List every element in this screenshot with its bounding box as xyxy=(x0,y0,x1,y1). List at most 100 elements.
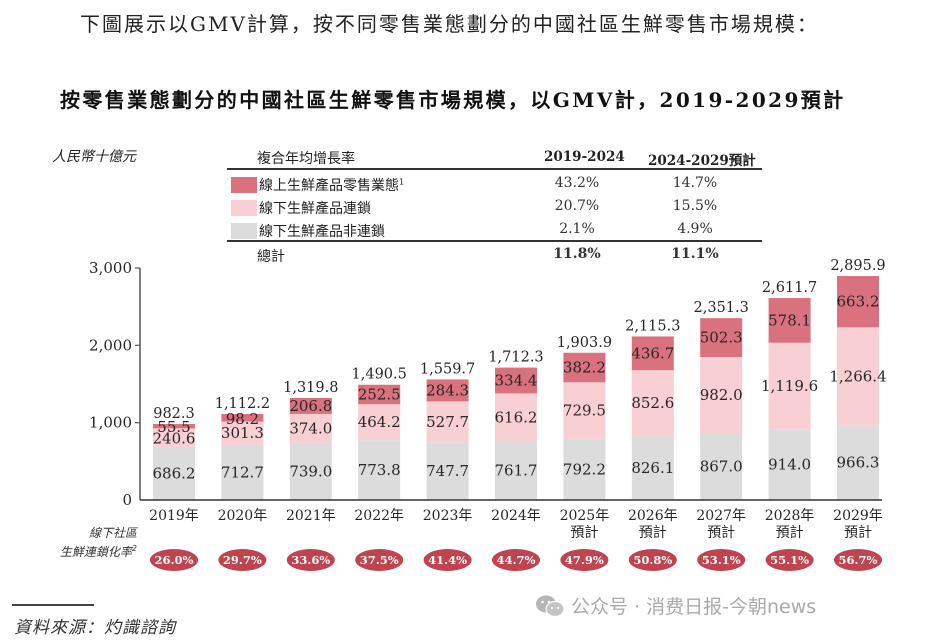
watermark-text: 公众号 · 消费日报-今朝news xyxy=(571,596,817,618)
bar-stack: 739.0 374.0 206.81,319.8 xyxy=(283,380,338,500)
bar-value-label: 729.5 xyxy=(563,402,606,420)
x-tick-label: 2025年 xyxy=(560,508,610,524)
bar-value-label: 686.2 xyxy=(153,464,196,482)
bar-segment-online xyxy=(700,318,743,358)
chain-rate-badge: 47.9% xyxy=(560,549,609,571)
bar-value-label: 55.5 xyxy=(157,418,190,436)
x-tick-sublabel: 預計 xyxy=(844,525,872,541)
bar-segment-offline-chain xyxy=(358,404,401,441)
chain-rate-value: 50.8% xyxy=(633,553,672,567)
bar-segment-online xyxy=(837,276,879,328)
chain-rate-badge: 29.7% xyxy=(218,549,267,571)
chain-rate-value: 29.7% xyxy=(223,553,262,567)
bar-stack: 773.8 464.2 252.5 1,490.5 xyxy=(352,367,407,500)
bar-stack: 867.0 982.0 502.3 2,351.3 xyxy=(694,300,749,500)
chain-rate-value: 33.6% xyxy=(291,553,330,567)
chain-rate-value: 47.9% xyxy=(565,553,604,567)
bar-total-label: 2,115.3 xyxy=(625,318,680,334)
chain-rate-caption-line2: 生鮮連鎖化率2 xyxy=(52,541,137,560)
cagr-header: 複合年均增長率 xyxy=(257,151,355,167)
bar-value-label: 761.7 xyxy=(495,462,538,480)
bar-value-label: 578.1 xyxy=(768,311,811,329)
legend-rule-top xyxy=(227,168,762,170)
bar-total-label: 2,611.7 xyxy=(762,280,817,296)
bar-segment-offline-chain xyxy=(631,370,674,437)
bar-total-label: 1,903.9 xyxy=(557,335,612,351)
watermark: 公众号 · 消费日报-今朝news xyxy=(535,592,816,619)
bar-total-label: 982.3 xyxy=(153,406,195,422)
x-tick-sublabel: 預計 xyxy=(639,525,667,541)
x-tick-label: 2026年 xyxy=(628,508,678,524)
chart-title: 按零售業態劃分的中國社區生鮮零售市場規模，以GMV計，2019-2029預計 xyxy=(60,88,846,112)
bar-segment-online xyxy=(358,384,401,405)
bar-segment-offline-chain xyxy=(221,421,264,445)
bar-value-label: 98.2 xyxy=(226,410,259,428)
bar-segment-offline-nonchain xyxy=(563,438,606,500)
bar-segment-offline-nonchain xyxy=(495,441,537,500)
legend-rule-bottom xyxy=(227,240,762,242)
bar-value-label: 240.6 xyxy=(153,430,196,448)
bar-segment-offline-chain xyxy=(768,342,811,430)
bar-total-label: 2,351.3 xyxy=(694,300,749,316)
chain-rate-badge: 44.7% xyxy=(492,549,540,571)
chain-rate-badge: 50.8% xyxy=(628,549,677,571)
bar-value-label: 1,119.6 xyxy=(761,377,818,395)
bar-segment-offline-nonchain xyxy=(289,442,332,500)
chain-rate-badge: 41.4% xyxy=(423,549,472,571)
x-tick-label: 2021年 xyxy=(286,508,336,524)
bar-stack: 914.0 1,119.6 578.1 2,611.7 xyxy=(761,280,818,500)
chain-rate-badge-shape xyxy=(765,549,814,571)
bar-value-label: 502.3 xyxy=(700,329,743,347)
wechat-icon xyxy=(536,595,565,617)
legend-label: 線下生鮮產品非連鎖 xyxy=(259,224,385,240)
bar-total-label: 1,319.8 xyxy=(283,380,338,396)
chain-rate-value: 55.1% xyxy=(770,553,809,567)
bar-value-label: 284.3 xyxy=(426,381,469,399)
cagr-value: 14.7% xyxy=(672,175,718,191)
x-tick-sublabel: 預計 xyxy=(776,525,804,541)
x-tick-label: 2019年 xyxy=(149,508,199,524)
bar-value-label: 867.0 xyxy=(700,457,743,475)
bar-segment-offline-chain xyxy=(153,428,195,447)
cagr-total-value: 11.8% xyxy=(553,246,601,262)
bar-segment-offline-chain xyxy=(495,393,537,442)
chain-rate-badge-shape xyxy=(150,549,198,571)
chain-rate-badge-shape xyxy=(628,549,677,571)
bar-stack: 792.2 729.5 382.2 1,903.9 xyxy=(557,335,612,500)
chain-rate-value: 53.1% xyxy=(702,553,741,567)
bar-total-label: 1,559.7 xyxy=(420,361,475,377)
bar-stack: 826.1 852.6 436.7 2,115.3 xyxy=(625,318,680,500)
total-label: 總計 xyxy=(257,249,285,265)
chain-rate-badge-shape xyxy=(218,549,267,571)
bar-value-label: 301.3 xyxy=(221,424,264,442)
chain-rate-badge-shape xyxy=(834,549,882,571)
y-tick-label: 2,000 xyxy=(89,336,132,354)
bar-total-label: 1,490.5 xyxy=(352,367,407,383)
legend-label-text: 線上生鮮產品零售業態 xyxy=(259,178,399,194)
chain-rate-caption-text: 生鮮連鎖化率 xyxy=(59,545,132,559)
bar-value-label: 464.2 xyxy=(358,413,401,431)
bar-segment-offline-nonchain xyxy=(837,425,879,500)
bar-value-label: 436.7 xyxy=(631,344,674,362)
bar-stack: 747.7 527.7 284.3 1,559.7 xyxy=(420,361,475,500)
bar-segment-online xyxy=(289,397,332,414)
x-tick-sublabel: 預計 xyxy=(570,525,598,541)
bar-segment-offline-nonchain xyxy=(221,444,264,500)
cagr-value: 2.1% xyxy=(559,221,595,237)
cagr-column-header: 2024-2029預計 xyxy=(648,153,756,169)
chain-rate-badge-shape xyxy=(492,549,540,571)
bar-segment-online xyxy=(768,298,811,343)
bar-value-label: 826.1 xyxy=(631,459,674,477)
source-note: 資料來源：灼識諮詢 xyxy=(14,618,176,638)
bar-value-label: 382.2 xyxy=(563,359,606,377)
cagr-value: 15.5% xyxy=(672,198,718,214)
bar-value-label: 663.2 xyxy=(837,293,880,311)
bar-total-label: 1,112.2 xyxy=(215,396,270,412)
x-tick-label: 2022年 xyxy=(354,508,404,524)
bar-value-label: 616.2 xyxy=(495,408,538,426)
bar-value-label: 914.0 xyxy=(768,456,811,474)
bar-value-label: 982.0 xyxy=(700,386,743,404)
bar-value-label: 792.2 xyxy=(563,460,606,478)
